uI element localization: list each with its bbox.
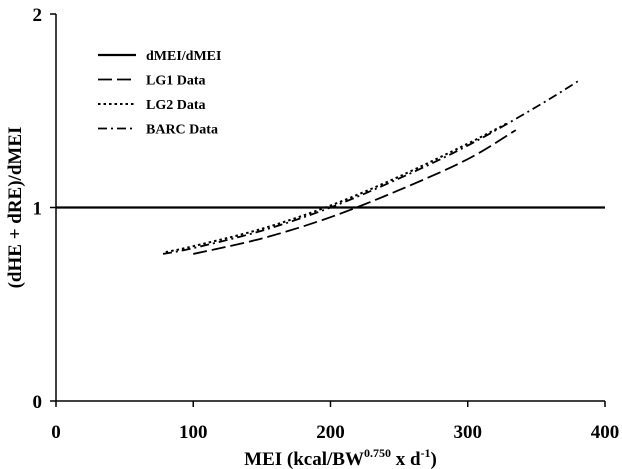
x-tick-label: 200 <box>316 422 345 443</box>
x-axis-title-mid: x d <box>391 449 421 469</box>
legend: dMEI/dMEI LG1 Data LG2 Data BARC Data <box>98 49 221 138</box>
x-axis-title-sup: 0.750 <box>364 446 391 460</box>
legend-label: BARC Data <box>146 123 218 138</box>
x-axis-title-end: ) <box>431 449 437 469</box>
legend-label: LG2 Data <box>146 98 206 113</box>
y-tick-label: 1 <box>33 199 43 220</box>
x-tick-label: 300 <box>454 422 483 443</box>
x-axis-title: MEI (kcal/BW0.750 x d-1) <box>244 446 437 469</box>
series-line-3 <box>165 121 510 253</box>
series-line-4 <box>162 79 581 255</box>
x-tick-label: 0 <box>51 422 61 443</box>
y-axis-title: (dHE + dRE)/dMEI <box>5 127 26 289</box>
series-layer <box>56 79 605 255</box>
x-tick-label: 100 <box>179 422 208 443</box>
x-axis-title-sup2: -1 <box>421 446 431 460</box>
y-tick-label: 2 <box>33 5 43 26</box>
x-axis-title-main: MEI (kcal/BW <box>244 449 364 469</box>
legend-label: LG1 Data <box>146 74 206 89</box>
x-tick-label: 400 <box>591 422 620 443</box>
series-line-2 <box>193 129 517 255</box>
y-tick-label: 0 <box>33 392 43 413</box>
legend-label: dMEI/dMEI <box>146 49 221 64</box>
